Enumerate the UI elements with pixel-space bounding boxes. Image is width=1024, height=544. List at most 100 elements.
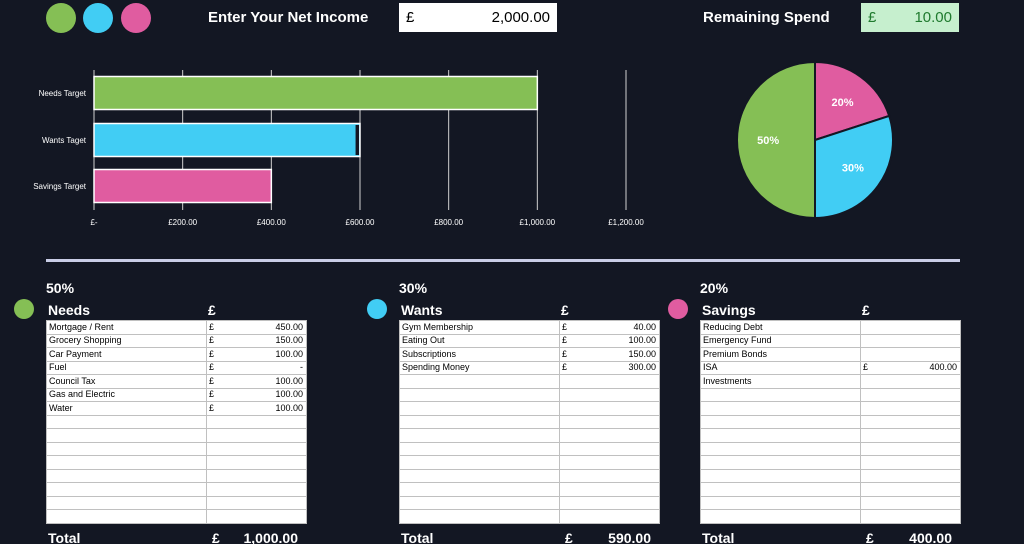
expense-currency[interactable] <box>860 455 881 470</box>
expense-name[interactable] <box>700 495 861 510</box>
expense-currency[interactable] <box>206 441 227 456</box>
expense-amount[interactable]: 40.00 <box>579 320 660 335</box>
expense-name[interactable]: Fuel <box>46 360 207 375</box>
expense-name[interactable] <box>46 482 207 497</box>
expense-name[interactable] <box>46 468 207 483</box>
expense-name[interactable] <box>399 387 560 402</box>
expense-amount[interactable] <box>579 468 660 483</box>
expense-amount[interactable] <box>226 441 307 456</box>
expense-currency[interactable] <box>206 509 227 524</box>
expense-name[interactable]: Reducing Debt <box>700 320 861 335</box>
expense-name[interactable] <box>399 441 560 456</box>
expense-currency[interactable] <box>860 414 881 429</box>
expense-currency[interactable]: £ <box>206 401 227 416</box>
expense-name[interactable]: Council Tax <box>46 374 207 389</box>
expense-currency[interactable]: £ <box>559 320 580 335</box>
expense-currency[interactable]: £ <box>206 333 227 348</box>
expense-amount[interactable] <box>579 401 660 416</box>
expense-name[interactable] <box>399 401 560 416</box>
expense-name[interactable]: Premium Bonds <box>700 347 861 362</box>
expense-name[interactable] <box>46 455 207 470</box>
expense-name[interactable] <box>399 468 560 483</box>
expense-currency[interactable] <box>860 468 881 483</box>
expense-amount[interactable] <box>880 468 961 483</box>
expense-amount[interactable] <box>880 455 961 470</box>
expense-currency[interactable]: £ <box>559 360 580 375</box>
expense-amount[interactable] <box>226 414 307 429</box>
expense-currency[interactable] <box>206 428 227 443</box>
expense-currency[interactable] <box>559 441 580 456</box>
expense-name[interactable] <box>399 428 560 443</box>
expense-currency[interactable] <box>559 387 580 402</box>
expense-amount[interactable] <box>880 428 961 443</box>
expense-amount[interactable]: 150.00 <box>579 347 660 362</box>
expense-name[interactable] <box>700 482 861 497</box>
expense-currency[interactable] <box>860 482 881 497</box>
expense-currency[interactable] <box>559 401 580 416</box>
expense-currency[interactable] <box>559 414 580 429</box>
expense-name[interactable]: Gas and Electric <box>46 387 207 402</box>
expense-currency[interactable]: £ <box>559 347 580 362</box>
expense-name[interactable]: Investments <box>700 374 861 389</box>
expense-currency[interactable] <box>860 347 881 362</box>
expense-amount[interactable] <box>880 333 961 348</box>
expense-amount[interactable] <box>579 509 660 524</box>
expense-amount[interactable] <box>880 509 961 524</box>
expense-name[interactable] <box>700 428 861 443</box>
expense-amount[interactable]: 300.00 <box>579 360 660 375</box>
expense-name[interactable] <box>399 509 560 524</box>
expense-currency[interactable]: £ <box>206 360 227 375</box>
expense-name[interactable]: Grocery Shopping <box>46 333 207 348</box>
expense-currency[interactable] <box>860 509 881 524</box>
expense-currency[interactable] <box>206 455 227 470</box>
expense-name[interactable] <box>399 455 560 470</box>
expense-name[interactable]: Water <box>46 401 207 416</box>
expense-currency[interactable] <box>559 495 580 510</box>
expense-currency[interactable] <box>559 482 580 497</box>
expense-amount[interactable]: 150.00 <box>226 333 307 348</box>
expense-currency[interactable]: £ <box>860 360 881 375</box>
expense-amount[interactable]: 100.00 <box>226 387 307 402</box>
expense-amount[interactable] <box>880 320 961 335</box>
expense-amount[interactable] <box>226 428 307 443</box>
expense-currency[interactable] <box>559 428 580 443</box>
expense-amount[interactable] <box>880 374 961 389</box>
expense-amount[interactable] <box>579 374 660 389</box>
expense-amount[interactable] <box>579 441 660 456</box>
expense-amount[interactable] <box>226 468 307 483</box>
expense-name[interactable]: Subscriptions <box>399 347 560 362</box>
expense-currency[interactable] <box>860 428 881 443</box>
expense-currency[interactable]: £ <box>206 347 227 362</box>
expense-name[interactable]: Eating Out <box>399 333 560 348</box>
expense-currency[interactable] <box>559 374 580 389</box>
expense-currency[interactable] <box>206 495 227 510</box>
expense-amount[interactable] <box>226 482 307 497</box>
expense-name[interactable]: Mortgage / Rent <box>46 320 207 335</box>
expense-name[interactable]: ISA <box>700 360 861 375</box>
expense-currency[interactable] <box>559 468 580 483</box>
expense-amount[interactable] <box>226 455 307 470</box>
expense-currency[interactable] <box>206 414 227 429</box>
expense-name[interactable] <box>399 482 560 497</box>
expense-currency[interactable]: £ <box>206 320 227 335</box>
expense-name[interactable] <box>700 387 861 402</box>
expense-amount[interactable]: - <box>226 360 307 375</box>
expense-name[interactable] <box>700 455 861 470</box>
expense-amount[interactable]: 100.00 <box>226 347 307 362</box>
expense-currency[interactable] <box>860 320 881 335</box>
expense-amount[interactable] <box>880 482 961 497</box>
expense-currency[interactable] <box>860 387 881 402</box>
expense-name[interactable]: Emergency Fund <box>700 333 861 348</box>
expense-name[interactable] <box>46 441 207 456</box>
expense-amount[interactable] <box>880 347 961 362</box>
expense-amount[interactable]: 400.00 <box>880 360 961 375</box>
expense-currency[interactable] <box>860 333 881 348</box>
expense-amount[interactable]: 450.00 <box>226 320 307 335</box>
expense-name[interactable] <box>46 414 207 429</box>
expense-amount[interactable] <box>880 495 961 510</box>
expense-amount[interactable] <box>880 401 961 416</box>
expense-name[interactable] <box>399 414 560 429</box>
expense-currency[interactable] <box>860 495 881 510</box>
expense-currency[interactable] <box>559 509 580 524</box>
expense-currency[interactable] <box>559 455 580 470</box>
